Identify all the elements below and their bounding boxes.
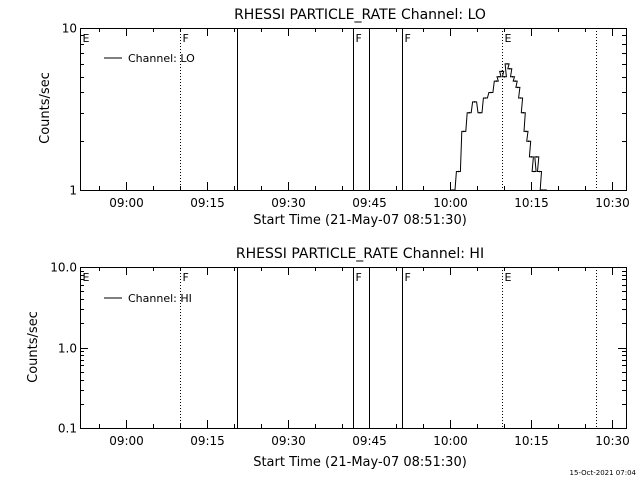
x-tick-label: 09:45 [352,434,387,448]
data-point [525,130,527,133]
y-tick-label: 10 [62,22,77,36]
y-tick-label: 1.0 [58,342,77,356]
x-tick-label: 09:30 [271,434,306,448]
legend-entry: Channel: LO [128,52,195,65]
y-tick-label: 0.1 [58,422,77,436]
y-tick-label: 1 [69,184,77,198]
x-tick-label: 09:00 [109,434,144,448]
data-point [506,63,508,65]
data-point [519,97,522,99]
x-tick-label: 10:15 [514,196,549,210]
annotation-label: F [405,271,411,284]
data-point [503,76,506,78]
legend: Channel: LO [104,52,195,65]
data-point [457,170,460,173]
chart-title: RHESSI PARTICLE_RATE Channel: LO [234,7,486,23]
x-tick-label: 09:15 [190,434,225,448]
annotation-label: E [505,271,512,284]
x-tick-label: 10:30 [595,434,630,448]
x-tick-label: 09:45 [352,196,387,210]
data-point [511,76,514,78]
x-tick-label: 09:00 [109,196,144,210]
annotation-label: F [356,32,362,45]
y-axis-label: Counts/sec [38,72,53,144]
annotation-label: E [83,32,90,45]
data-point [530,156,533,158]
annotation-label: E [505,32,512,45]
plot-frame [80,28,627,191]
y-axis-label: Counts/sec [26,311,41,383]
x-axis-label: Start Time (21-May-07 08:51:30) [253,455,467,470]
x-tick-label: 09:15 [190,196,225,210]
annotation-label: F [183,271,189,284]
annotation-label: F [356,271,362,284]
data-point [533,170,535,173]
data-point [484,97,487,99]
axis-layer: 09:00 09:15 09:30 09:45 10:00 10:15 10:30 1 10 [62,22,630,211]
annotation-label: F [405,32,411,45]
data-point [473,101,476,103]
x-tick-label: 10:00 [433,196,468,210]
data-point [498,76,500,78]
annotation-label: F [183,32,189,45]
data-point [522,111,525,114]
x-tick-label: 10:15 [514,434,549,448]
chart-title: RHESSI PARTICLE_RATE Channel: HI [236,246,484,262]
data-point [517,86,519,89]
data-point [468,111,471,114]
data-point [509,68,511,70]
axis-layer: 09:00 09:15 09:30 09:45 10:00 10:15 10:30 0.1 1.… [50,261,630,449]
legend-entry: Channel: HI [128,292,192,305]
data-point [514,80,516,82]
chart-panel-hi: RHESSI PARTICLE_RATE Channel: HI Counts/… [26,246,630,470]
annotation-label: E [83,271,90,284]
data-point [463,130,465,133]
data-point [479,111,481,114]
x-axis-label: Start Time (21-May-07 08:51:30) [253,213,467,228]
data-point [500,70,503,73]
data-point [527,140,530,142]
series-layer [451,63,547,191]
chart-panel-lo: RHESSI PARTICLE_RATE Channel: LO Counts/… [38,7,630,228]
y-tick-label: 10.0 [50,261,77,275]
footer-timestamp: 15-Oct-2021 07:04 [570,469,637,477]
x-tick-label: 10:30 [595,196,630,210]
legend: Channel: HI [104,292,192,305]
data-point [495,80,498,82]
data-point [538,170,541,173]
data-point [536,156,538,158]
x-tick-label: 09:30 [271,196,306,210]
data-point [490,91,492,94]
x-tick-label: 10:00 [433,434,468,448]
